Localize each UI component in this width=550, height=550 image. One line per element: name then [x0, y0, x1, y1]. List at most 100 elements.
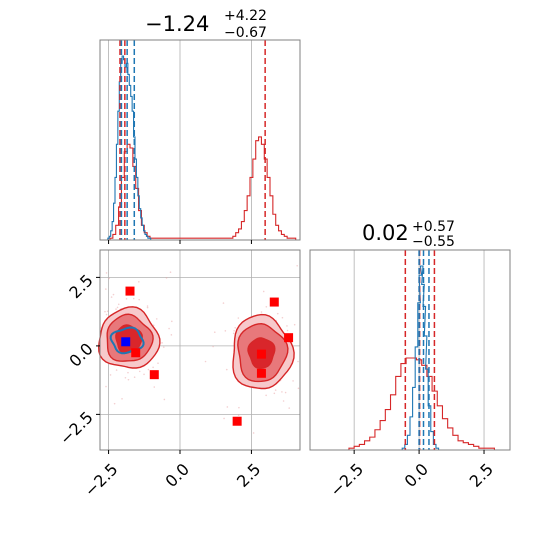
title-x-plus: +4.22 — [224, 8, 267, 24]
sample-point — [121, 398, 123, 400]
title-x-value: −1.24 — [145, 12, 209, 36]
sample-point — [169, 271, 172, 273]
marginal-x-panel — [99, 39, 301, 244]
sample-point — [146, 305, 149, 307]
sample-point — [222, 302, 225, 304]
sample-point — [281, 316, 284, 319]
sample-point — [224, 330, 227, 332]
sample-point — [146, 306, 149, 309]
title-y-minus: −0.55 — [412, 234, 455, 250]
sample-point — [170, 334, 173, 336]
sample-point — [155, 318, 158, 320]
sample-point — [165, 277, 168, 279]
sample-point — [143, 373, 145, 376]
sample-point — [282, 400, 285, 402]
title-x-marginal: −1.24 +4.22 −0.67 — [145, 8, 267, 41]
y-tick-label: 2.5 — [65, 271, 96, 302]
axes-frame — [309, 249, 511, 451]
sample-point — [286, 325, 288, 327]
red-square-marker — [284, 333, 294, 343]
sample-point — [286, 329, 289, 332]
sample-point — [204, 360, 207, 363]
sample-point — [233, 329, 235, 332]
x-tick-label: 0.0 — [162, 460, 193, 491]
sample-point — [105, 272, 108, 274]
joint-contour-panel: −2.5 0.0 2.5 −2.5 0.0 2.5 — [56, 249, 301, 501]
sample-point — [297, 360, 299, 363]
sample-point — [281, 391, 283, 393]
blue-histogram-series — [401, 265, 440, 450]
sample-point — [117, 303, 120, 306]
sample-point — [168, 327, 170, 330]
sample-point — [284, 391, 287, 394]
sample-point — [226, 406, 229, 408]
x-tick-label: −2.5 — [81, 460, 122, 501]
sample-point — [157, 362, 159, 364]
sample-point — [161, 342, 163, 344]
y-tick-label: 0.0 — [65, 339, 96, 370]
sample-point — [212, 345, 214, 348]
sample-point — [232, 332, 235, 335]
sample-point — [127, 371, 129, 374]
sample-point — [297, 387, 300, 390]
sample-point — [170, 320, 173, 323]
sample-point — [265, 394, 267, 397]
title-y-plus: +0.57 — [412, 219, 455, 235]
sample-point — [106, 310, 109, 313]
axes-frame — [99, 39, 301, 241]
axes-frame — [99, 249, 301, 451]
red-square-marker — [256, 368, 266, 378]
x-tick-label: 2.5 — [466, 460, 497, 491]
title-y-marginal: 0.02 +0.57 −0.55 — [362, 219, 455, 250]
marginal-y-panel: −2.5 0.0 2.5 — [309, 249, 511, 501]
sample-point — [147, 368, 150, 371]
sample-point — [225, 368, 228, 371]
sample-point — [138, 280, 140, 283]
blue-histogram-series — [107, 55, 153, 241]
red-square-marker — [269, 297, 279, 307]
sample-point — [162, 346, 165, 348]
title-y-value: 0.02 — [362, 221, 409, 245]
sample-point — [112, 293, 115, 296]
sample-point — [163, 398, 166, 401]
title-x-minus: −0.67 — [224, 25, 267, 41]
sample-point — [115, 369, 118, 371]
sample-point — [262, 290, 265, 293]
sample-point — [105, 288, 107, 290]
sample-point — [153, 386, 156, 388]
x-tick-label: 0.0 — [401, 460, 432, 491]
sample-point — [124, 376, 127, 379]
sample-point — [237, 317, 240, 319]
sample-point — [152, 324, 155, 327]
sample-point — [105, 385, 107, 388]
blue-square-marker — [121, 337, 131, 347]
sample-point — [125, 298, 128, 300]
sample-point — [110, 296, 113, 298]
red-square-marker — [125, 286, 135, 296]
sample-point — [237, 414, 240, 416]
sample-point — [115, 308, 117, 310]
sample-point — [104, 310, 106, 313]
x-tick-label: −2.5 — [326, 460, 367, 501]
sample-point — [138, 370, 141, 373]
sample-point — [260, 311, 263, 313]
sample-point — [238, 406, 240, 409]
sample-point — [274, 389, 277, 391]
sample-point — [132, 297, 135, 300]
red-square-marker — [131, 348, 141, 358]
sample-point — [292, 380, 294, 382]
x-tick-label: 2.5 — [233, 460, 264, 491]
y-tick-label: −2.5 — [56, 408, 97, 449]
red-square-marker — [256, 349, 266, 359]
sample-point — [105, 313, 108, 316]
sample-point — [113, 402, 116, 405]
sample-point — [296, 264, 298, 267]
red-histogram-series — [348, 357, 495, 450]
sample-point — [265, 306, 268, 308]
sample-point — [108, 277, 110, 280]
sample-point — [116, 306, 119, 309]
sample-point — [234, 326, 237, 329]
sample-point — [127, 378, 130, 381]
sample-point — [133, 376, 136, 379]
